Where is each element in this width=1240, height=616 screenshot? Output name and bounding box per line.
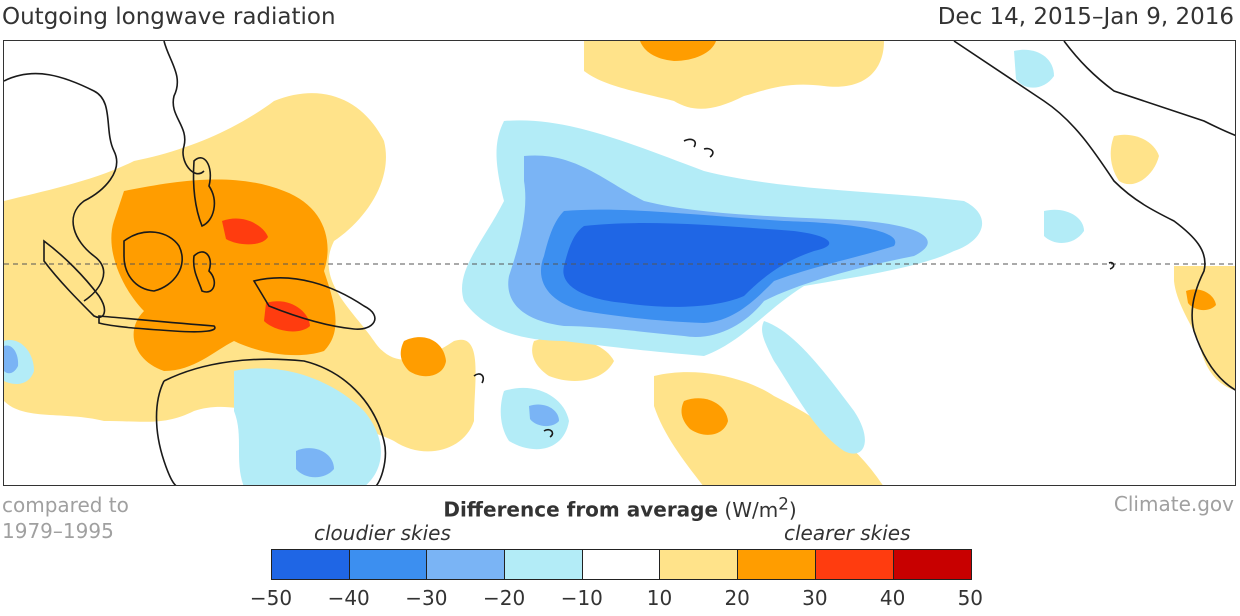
color-scale-tick-label: 50 — [957, 586, 984, 610]
color-scale-swatch — [427, 550, 506, 579]
color-scale-tick-label: 10 — [646, 586, 673, 610]
color-scale-swatch — [738, 550, 816, 579]
borneo-coastline — [123, 231, 183, 292]
pacific-islands-coastline — [473, 138, 1115, 438]
anomaly-region-south-america-yellow — [1174, 266, 1235, 391]
date-range: Dec 14, 2015–Jan 9, 2016 — [937, 4, 1234, 30]
java-coastline — [98, 315, 216, 333]
color-scale-tick-label: 30 — [802, 586, 828, 610]
color-scale-tick-label: 20 — [724, 586, 750, 610]
anomaly-region-pacific-deepblue — [563, 223, 830, 307]
color-scale-tick-label: −10 — [560, 586, 603, 610]
sulawesi-coastline — [192, 251, 216, 293]
anomaly-region-east-pacific-lightcyan — [1044, 209, 1084, 243]
anomaly-region-central-america-yellow — [1110, 134, 1159, 185]
map-title: Outgoing longwave radiation — [2, 4, 336, 30]
anomaly-region-central-south-yellow — [532, 337, 614, 381]
anomaly-region-southeast-lightcyan — [762, 321, 865, 454]
anomaly-region-south-pacific-orange — [681, 398, 728, 435]
color-scale-swatch — [272, 550, 350, 579]
cloudier-skies-label: cloudier skies — [314, 521, 451, 545]
americas-coastline — [953, 41, 1235, 391]
clearer-anomaly-regions — [4, 41, 1235, 485]
color-scale-tick-label: 40 — [879, 586, 906, 610]
anomaly-region-maritime-red-1 — [222, 218, 268, 245]
color-scale-swatch — [893, 550, 972, 579]
australia-coastline — [155, 358, 387, 485]
anomaly-region-north-east-lightcyan — [1014, 49, 1054, 88]
anomaly-region-maritime-orange — [111, 179, 336, 371]
new-guinea-coastline — [252, 277, 376, 330]
coastlines — [4, 41, 1235, 485]
color-scale-tick-label: −40 — [327, 586, 370, 610]
color-scale-tick-label: −20 — [482, 586, 526, 610]
anomaly-region-west-lightblue — [4, 345, 19, 374]
anomaly-region-north-pacific-yellow — [584, 41, 884, 109]
cloudier-anomaly-regions — [4, 49, 1084, 485]
baseline-period: compared to 1979–1995 — [2, 492, 129, 544]
color-scale-swatch — [660, 550, 739, 579]
anomaly-map — [3, 40, 1236, 486]
legend-title: Difference from average (W/m2) — [0, 494, 1240, 522]
color-scale-tick-label: −50 — [249, 586, 293, 610]
legend-title-text: Difference from average — [443, 497, 719, 522]
anomaly-region-australia-lightblue — [296, 448, 334, 478]
sumatra-coastline — [43, 239, 106, 318]
anomaly-region-australia-lightcyan — [234, 368, 381, 485]
anomaly-region-south-pacific-yellow — [654, 372, 883, 485]
east-asia-coastline — [163, 41, 205, 175]
philippines-coastline — [192, 157, 216, 228]
clearer-skies-label: clearer skies — [784, 521, 911, 545]
baseline-label-line1: compared to — [2, 493, 129, 517]
credit-label: Climate.gov — [1113, 492, 1234, 516]
color-scale-tick-label: −30 — [405, 586, 448, 610]
color-scale-swatch — [349, 550, 428, 579]
asia-coastline — [4, 72, 118, 302]
color-scale-swatch — [815, 550, 894, 579]
anomaly-region-north-pacific-orange — [640, 41, 716, 61]
color-scale-bar — [271, 549, 973, 580]
anomaly-region-south-lightblue — [529, 404, 559, 427]
baseline-label-line2: 1979–1995 — [2, 519, 114, 543]
color-scale-swatch — [582, 550, 661, 579]
color-scale-swatch — [505, 550, 583, 579]
anomaly-region-coral-sea-orange — [400, 337, 446, 377]
map-canvas — [4, 41, 1235, 485]
legend-units: (W/m2) — [724, 494, 797, 522]
